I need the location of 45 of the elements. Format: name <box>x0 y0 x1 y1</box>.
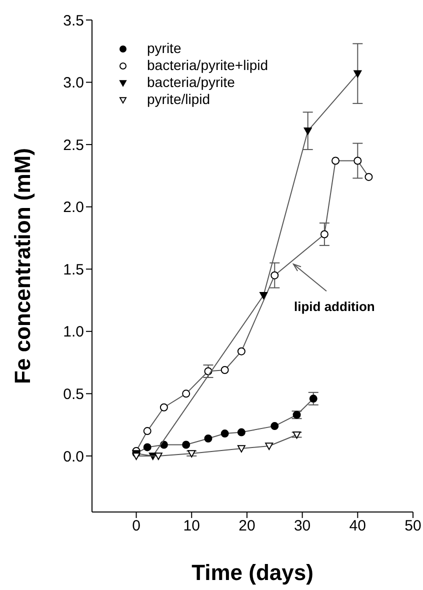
point <box>304 128 312 135</box>
point <box>143 427 152 436</box>
x-tick-label: 50 <box>404 518 422 535</box>
point <box>270 271 279 280</box>
y-tick-label: 0.5 <box>63 386 84 403</box>
y-tick-label: 1.0 <box>63 324 84 341</box>
point <box>320 230 328 238</box>
point <box>260 292 268 300</box>
y-tick-label: 2.0 <box>63 199 84 216</box>
point <box>204 434 212 443</box>
annotation: lipid addition <box>294 299 375 314</box>
point <box>143 443 152 452</box>
x-tick-label: 40 <box>349 518 366 535</box>
point <box>237 347 246 356</box>
x-tick-label: 10 <box>183 518 200 535</box>
y-tick-label: 0.0 <box>63 448 84 466</box>
y-tick-label: 1.5 <box>63 261 84 278</box>
x-axis-title: Time (days) <box>192 560 314 585</box>
point <box>354 70 362 78</box>
legend-label: pyrite/lipid <box>147 91 210 108</box>
point <box>220 366 229 374</box>
y-tick-label: 3.0 <box>63 74 84 92</box>
x-tick-label: 30 <box>294 518 311 535</box>
legend-label: pyrite <box>147 40 182 57</box>
y-tick-label: 3.5 <box>63 12 84 30</box>
y-tick-label: 2.5 <box>63 136 84 154</box>
point <box>132 452 140 460</box>
point <box>154 452 162 460</box>
point <box>220 430 229 438</box>
x-tick-label: 0 <box>132 518 140 535</box>
point <box>332 156 340 165</box>
point <box>182 440 190 449</box>
point <box>265 442 274 450</box>
point <box>160 403 168 412</box>
point <box>364 172 373 181</box>
point <box>309 394 318 403</box>
point <box>237 445 246 452</box>
x-tick-label: 20 <box>238 518 256 535</box>
point <box>237 428 246 436</box>
point <box>270 422 279 430</box>
y-axis-title: Fe concentration (mM) <box>10 148 35 384</box>
point <box>182 390 190 398</box>
legend-label: bacteria/pyrite <box>147 74 235 91</box>
point <box>354 156 362 165</box>
legend-label: bacteria/pyrite+lipid <box>147 57 268 74</box>
